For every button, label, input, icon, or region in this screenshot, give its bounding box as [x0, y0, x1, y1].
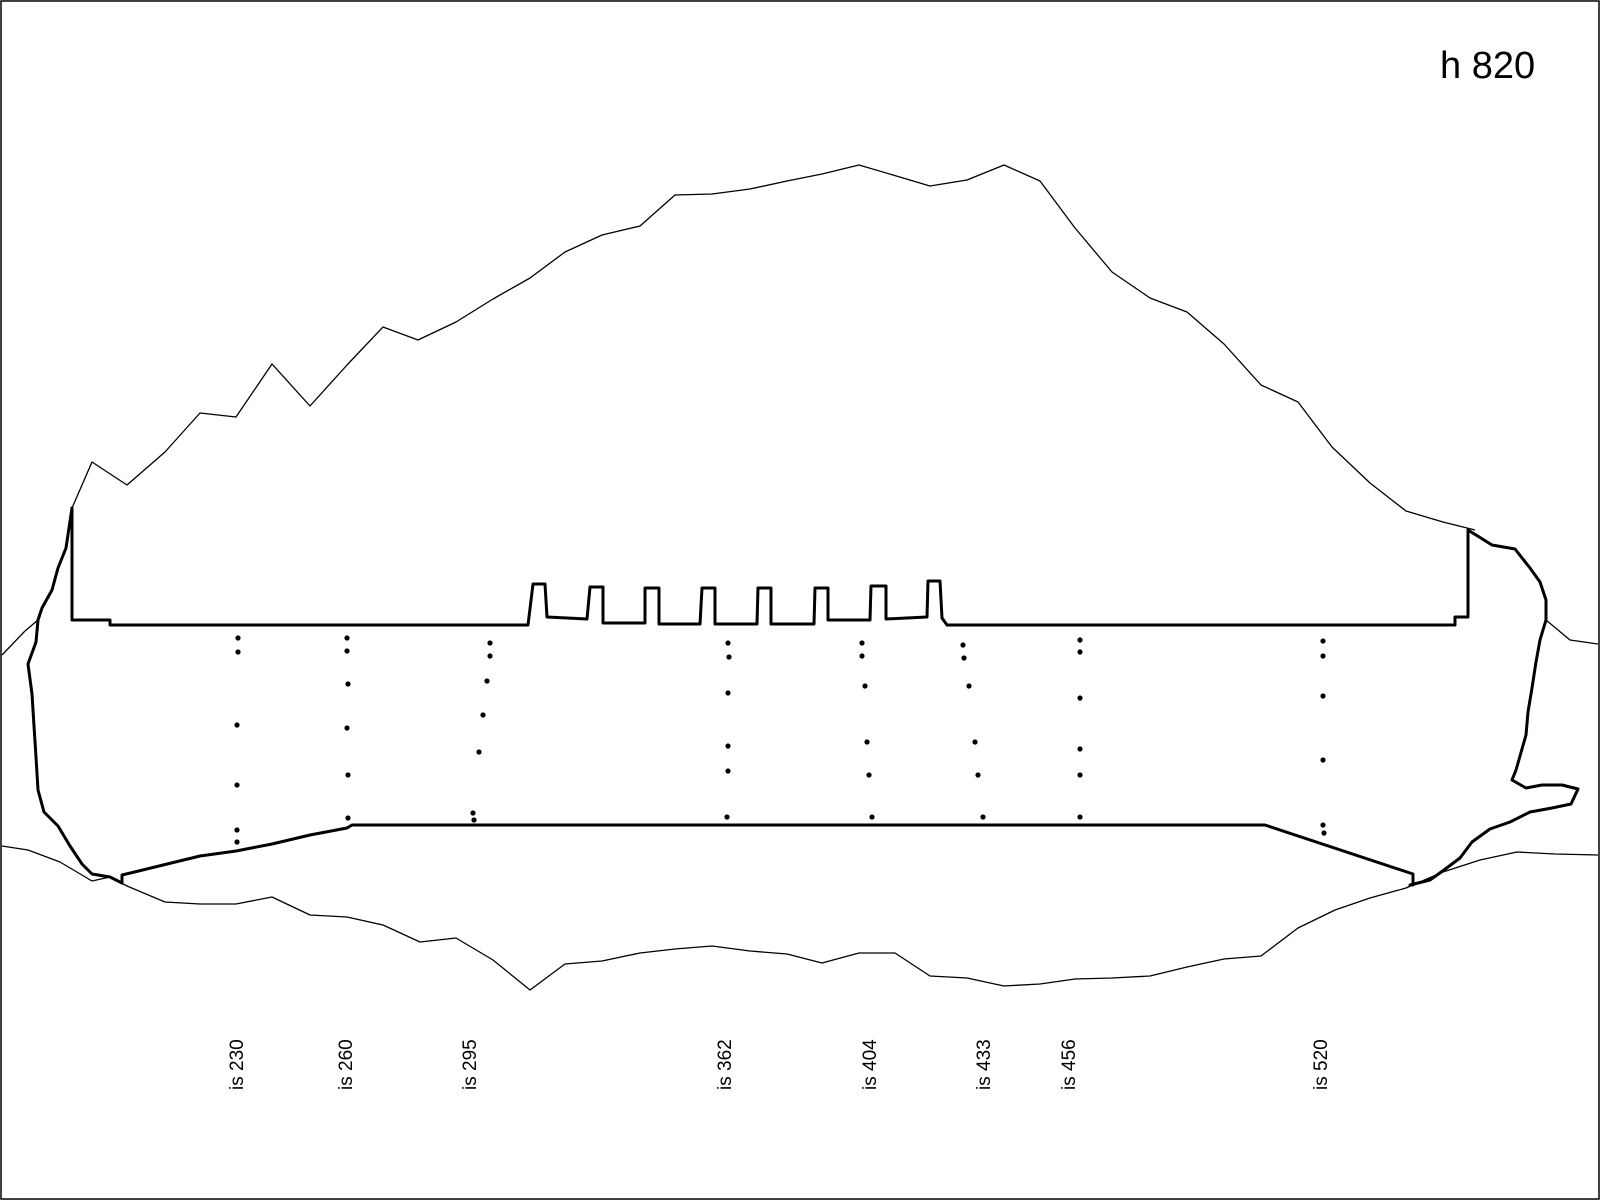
- joint-dot: [980, 814, 986, 820]
- joint-dot: [869, 814, 875, 820]
- joint-dot: [1320, 822, 1326, 828]
- joint-dots: [234, 635, 1327, 845]
- joint-dot: [864, 739, 870, 745]
- joint-dot: [345, 681, 351, 687]
- joint-dot: [234, 827, 240, 833]
- joint-dot: [862, 683, 868, 689]
- section-labels: is 230 is 260 is 295 is 362 is 404 is 433 is 4…: [227, 1039, 1332, 1090]
- joint-dot: [1320, 653, 1326, 659]
- joint-dot: [725, 640, 731, 646]
- section-label: is 230: [227, 1039, 248, 1090]
- joint-dot: [1321, 830, 1327, 836]
- joint-dot: [345, 772, 351, 778]
- joint-dot: [960, 642, 966, 648]
- joint-dot: [487, 653, 493, 659]
- joint-dot: [972, 739, 978, 745]
- joint-dot: [725, 743, 731, 749]
- joint-dot: [1077, 637, 1083, 643]
- joint-dot: [234, 722, 240, 728]
- joint-dot: [235, 635, 241, 641]
- joint-dot: [476, 749, 482, 755]
- left-rock-contour: [26, 506, 124, 885]
- joint-dot: [725, 768, 731, 774]
- joint-dot: [859, 640, 865, 646]
- right-ground-line: [1545, 619, 1599, 645]
- lower-terrain-profile: [1, 845, 1599, 991]
- joint-dot: [961, 655, 967, 661]
- left-ground-line: [1, 619, 39, 656]
- right-rock-contour: [1408, 528, 1580, 887]
- joint-dot: [725, 690, 731, 696]
- joint-dot: [344, 725, 350, 731]
- joint-dot: [975, 772, 981, 778]
- gallery-floor: [120, 823, 1415, 887]
- joint-dot: [235, 649, 241, 655]
- joint-dot: [726, 654, 732, 660]
- joint-dot: [480, 712, 486, 718]
- joint-dot: [345, 815, 351, 821]
- section-label: is 260: [336, 1039, 357, 1090]
- gallery-outline: [70, 506, 1470, 627]
- joint-dot: [471, 817, 477, 823]
- joint-dot: [1077, 746, 1083, 752]
- joint-dot: [234, 782, 240, 788]
- joint-dot: [1077, 772, 1083, 778]
- section-label: is 295: [460, 1039, 481, 1090]
- joint-dot: [1320, 638, 1326, 644]
- joint-dot: [966, 683, 972, 689]
- section-label: is 404: [860, 1039, 881, 1090]
- upper-terrain-profile: [71, 164, 1476, 531]
- section-label: is 520: [1311, 1039, 1332, 1090]
- joint-dot: [724, 814, 730, 820]
- joint-dot: [1077, 649, 1083, 655]
- joint-dot: [487, 640, 493, 646]
- joint-dot: [1077, 814, 1083, 820]
- joint-dot: [470, 810, 476, 816]
- section-label: is 456: [1059, 1039, 1080, 1090]
- joint-dot: [859, 653, 865, 659]
- section-label: is 362: [715, 1039, 736, 1090]
- joint-dot: [1077, 695, 1083, 701]
- joint-dot: [484, 678, 490, 684]
- diagram-title: h 820: [1440, 45, 1535, 87]
- joint-dot: [344, 648, 350, 654]
- joint-dot: [234, 839, 240, 845]
- joint-dot: [1320, 757, 1326, 763]
- joint-dot: [866, 772, 872, 778]
- section-label: is 433: [974, 1039, 995, 1090]
- joint-dot: [344, 635, 350, 641]
- joint-dot: [1320, 693, 1326, 699]
